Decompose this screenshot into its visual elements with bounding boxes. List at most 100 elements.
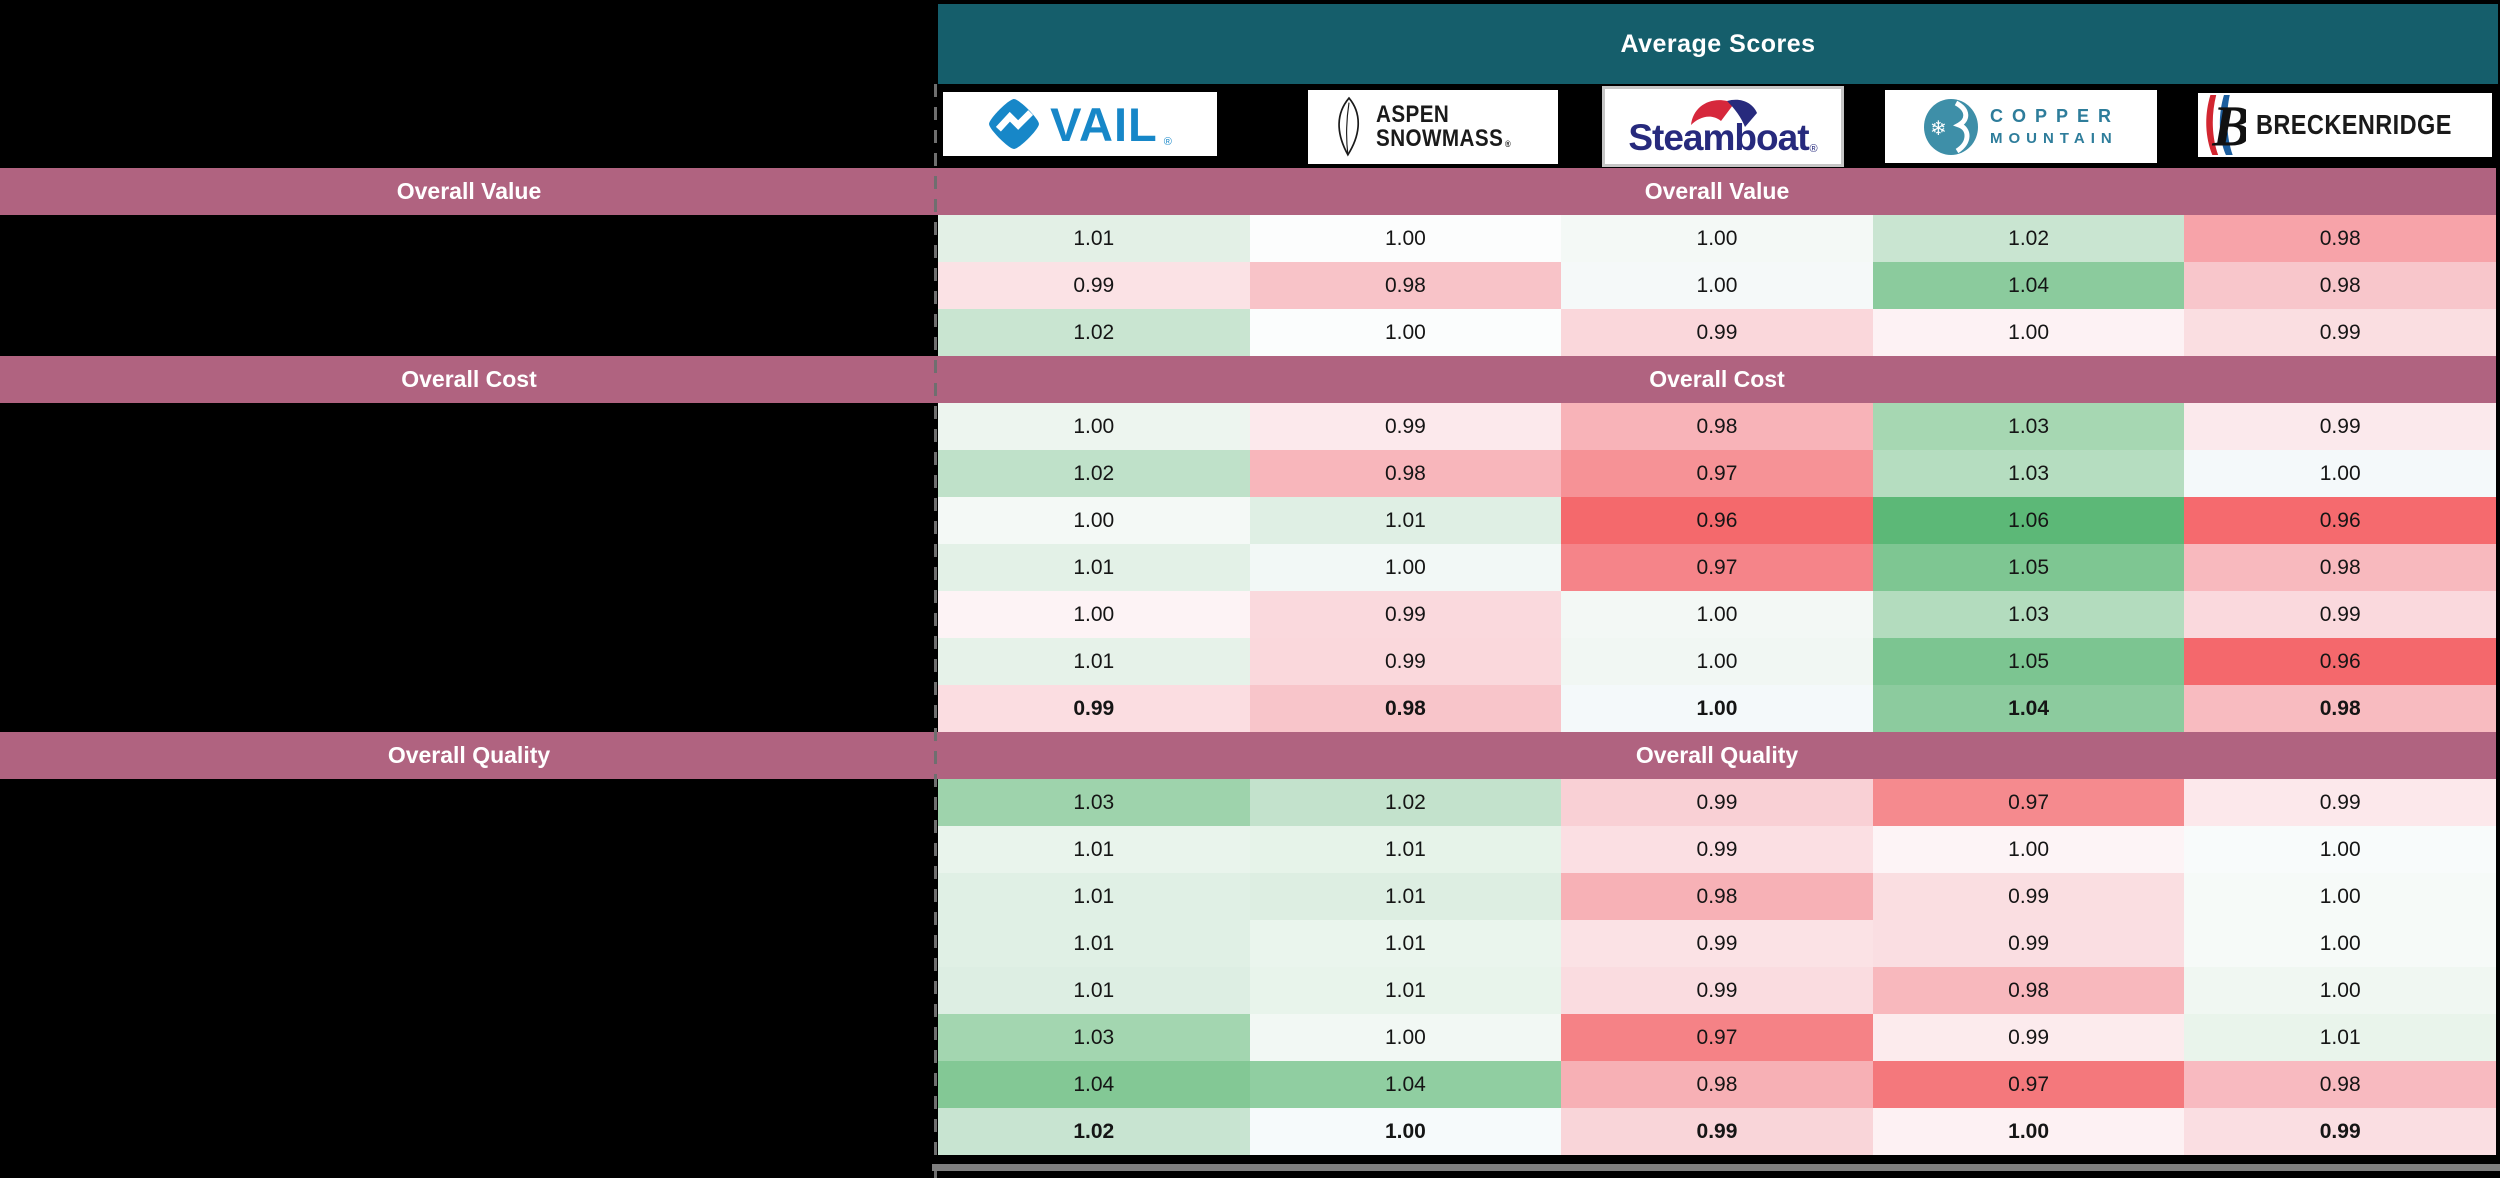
score-cell: 1.00 (1561, 262, 1873, 309)
vail-diamond-icon (989, 99, 1040, 149)
score-cell: 0.99 (2184, 591, 2496, 638)
score-cell: 0.99 (2184, 779, 2496, 826)
score-cell: 0.99 (2184, 403, 2496, 450)
score-cell: 0.99 (1561, 967, 1873, 1014)
vail-wordmark: VAIL (1050, 97, 1158, 151)
registered-mark: ® (1163, 136, 1172, 148)
section-label-right: Overall Quality (938, 732, 2496, 779)
score-cell: 1.00 (1561, 638, 1873, 685)
score-cell: 0.98 (1249, 262, 1562, 309)
bottom-page-break-line (932, 1164, 2500, 1171)
vertical-page-break-line (934, 84, 937, 1178)
score-cell: 1.00 (1561, 685, 1873, 732)
aspen-wordmark: ASPEN SNOWMASS ® (1376, 100, 1512, 152)
score-cell: 1.00 (938, 403, 1250, 450)
registered-mark: ® (1809, 142, 1818, 155)
row-label-redacted (0, 215, 938, 262)
score-cell: 0.98 (1561, 1061, 1873, 1108)
score-cell: 0.97 (1872, 1061, 2185, 1108)
row-label-redacted (0, 826, 938, 873)
score-cell: 1.01 (938, 920, 1250, 967)
score-cell: 0.98 (2184, 685, 2496, 732)
score-cell: 1.06 (1872, 497, 2185, 544)
score-cell: 0.97 (1561, 450, 1873, 497)
score-cell: 0.96 (2184, 497, 2496, 544)
score-cell: 1.00 (2184, 450, 2496, 497)
score-cell: 0.96 (2184, 638, 2496, 685)
score-cell: 0.99 (2184, 1108, 2496, 1155)
score-cell: 1.00 (1872, 1108, 2185, 1155)
score-cell: 0.99 (938, 685, 1250, 732)
score-cell: 1.04 (1249, 1061, 1562, 1108)
score-cell: 0.99 (1561, 826, 1873, 873)
score-cell: 0.99 (1561, 309, 1873, 356)
score-cell: 1.00 (2184, 873, 2496, 920)
table-row: 0.99 0.98 1.00 1.04 0.98 (0, 685, 2496, 732)
score-cell: 0.97 (1561, 544, 1873, 591)
score-cell: 0.99 (1561, 1108, 1873, 1155)
score-cell: 1.00 (1561, 591, 1873, 638)
score-cell: 1.02 (938, 309, 1250, 356)
score-cell: 1.00 (1249, 1108, 1562, 1155)
column-header-aspen-snowmass: ASPEN SNOWMASS ® (1308, 90, 1558, 164)
row-label-redacted (0, 1061, 938, 1108)
table-row: 1.04 1.04 0.98 0.97 0.98 (0, 1061, 2496, 1108)
column-header-vail: VAIL ® (943, 92, 1217, 156)
score-cell: 1.02 (938, 450, 1250, 497)
aspen-leaf-icon (1338, 96, 1360, 157)
score-cell: 1.01 (938, 638, 1250, 685)
score-cell: 1.00 (1249, 544, 1562, 591)
score-cell: 1.01 (938, 873, 1250, 920)
score-cell: 1.00 (1872, 826, 2185, 873)
breckenridge-monogram: B (2212, 93, 2247, 157)
steamboat-flag-icon (1691, 99, 1757, 127)
row-label-redacted (0, 309, 938, 356)
score-cell: 1.00 (2184, 826, 2496, 873)
score-cell: 1.01 (938, 544, 1250, 591)
score-cell: 1.03 (938, 1014, 1250, 1061)
score-cell: 1.00 (1249, 1014, 1562, 1061)
score-cell: 1.00 (938, 497, 1250, 544)
table-row: 1.01 1.00 1.00 1.02 0.98 (0, 215, 2496, 262)
score-cell: 1.04 (1872, 685, 2185, 732)
score-cell: 0.98 (2184, 1061, 2496, 1108)
score-cell: 0.98 (1249, 685, 1562, 732)
section-label-left: Overall Value (0, 168, 938, 215)
row-label-redacted (0, 685, 938, 732)
table-row: 1.01 1.01 0.99 0.99 1.00 (0, 920, 2496, 967)
score-cell: 1.05 (1872, 544, 2185, 591)
scores-table: Overall Value Overall Value 1.01 1.00 1.00 1.… (0, 168, 2496, 1155)
table-row: 1.01 1.01 0.98 0.99 1.00 (0, 873, 2496, 920)
score-cell: 1.00 (2184, 920, 2496, 967)
steamboat-wordmark: Steamboat (1628, 116, 1809, 158)
score-cell: 1.01 (1249, 920, 1562, 967)
table-row: 1.02 0.98 0.97 1.03 1.00 (0, 450, 2496, 497)
score-cell: 1.00 (1872, 309, 2185, 356)
score-cell: 1.00 (1561, 215, 1873, 262)
section-label-left: Overall Cost (0, 356, 938, 403)
column-header-steamboat: Steamboat ® (1602, 86, 1844, 167)
score-cell: 0.98 (1249, 450, 1562, 497)
score-cell: 1.04 (1872, 262, 2185, 309)
table-row: 1.01 1.01 0.99 0.98 1.00 (0, 967, 2496, 1014)
row-label-redacted (0, 450, 938, 497)
section-header-row: Overall Quality Overall Quality (0, 732, 2496, 779)
registered-mark: ® (1505, 139, 1512, 150)
row-label-redacted (0, 638, 938, 685)
breckenridge-wordmark: BRECKENRIDGE (2256, 109, 2453, 140)
score-cell: 1.03 (1872, 450, 2185, 497)
page-title: Average Scores (1620, 29, 1816, 58)
score-cell: 1.02 (938, 1108, 1250, 1155)
score-cell: 1.01 (2184, 1014, 2496, 1061)
score-cell: 0.98 (1561, 403, 1873, 450)
score-cell: 1.02 (1249, 779, 1562, 826)
score-cell: 0.99 (1249, 591, 1562, 638)
row-label-redacted (0, 920, 938, 967)
row-label-redacted (0, 779, 938, 826)
table-row: 1.01 0.99 1.00 1.05 0.96 (0, 638, 2496, 685)
score-cell: 0.99 (938, 262, 1250, 309)
score-cell: 0.99 (2184, 309, 2496, 356)
score-cell: 0.99 (1249, 638, 1562, 685)
score-cell: 0.99 (1561, 920, 1873, 967)
